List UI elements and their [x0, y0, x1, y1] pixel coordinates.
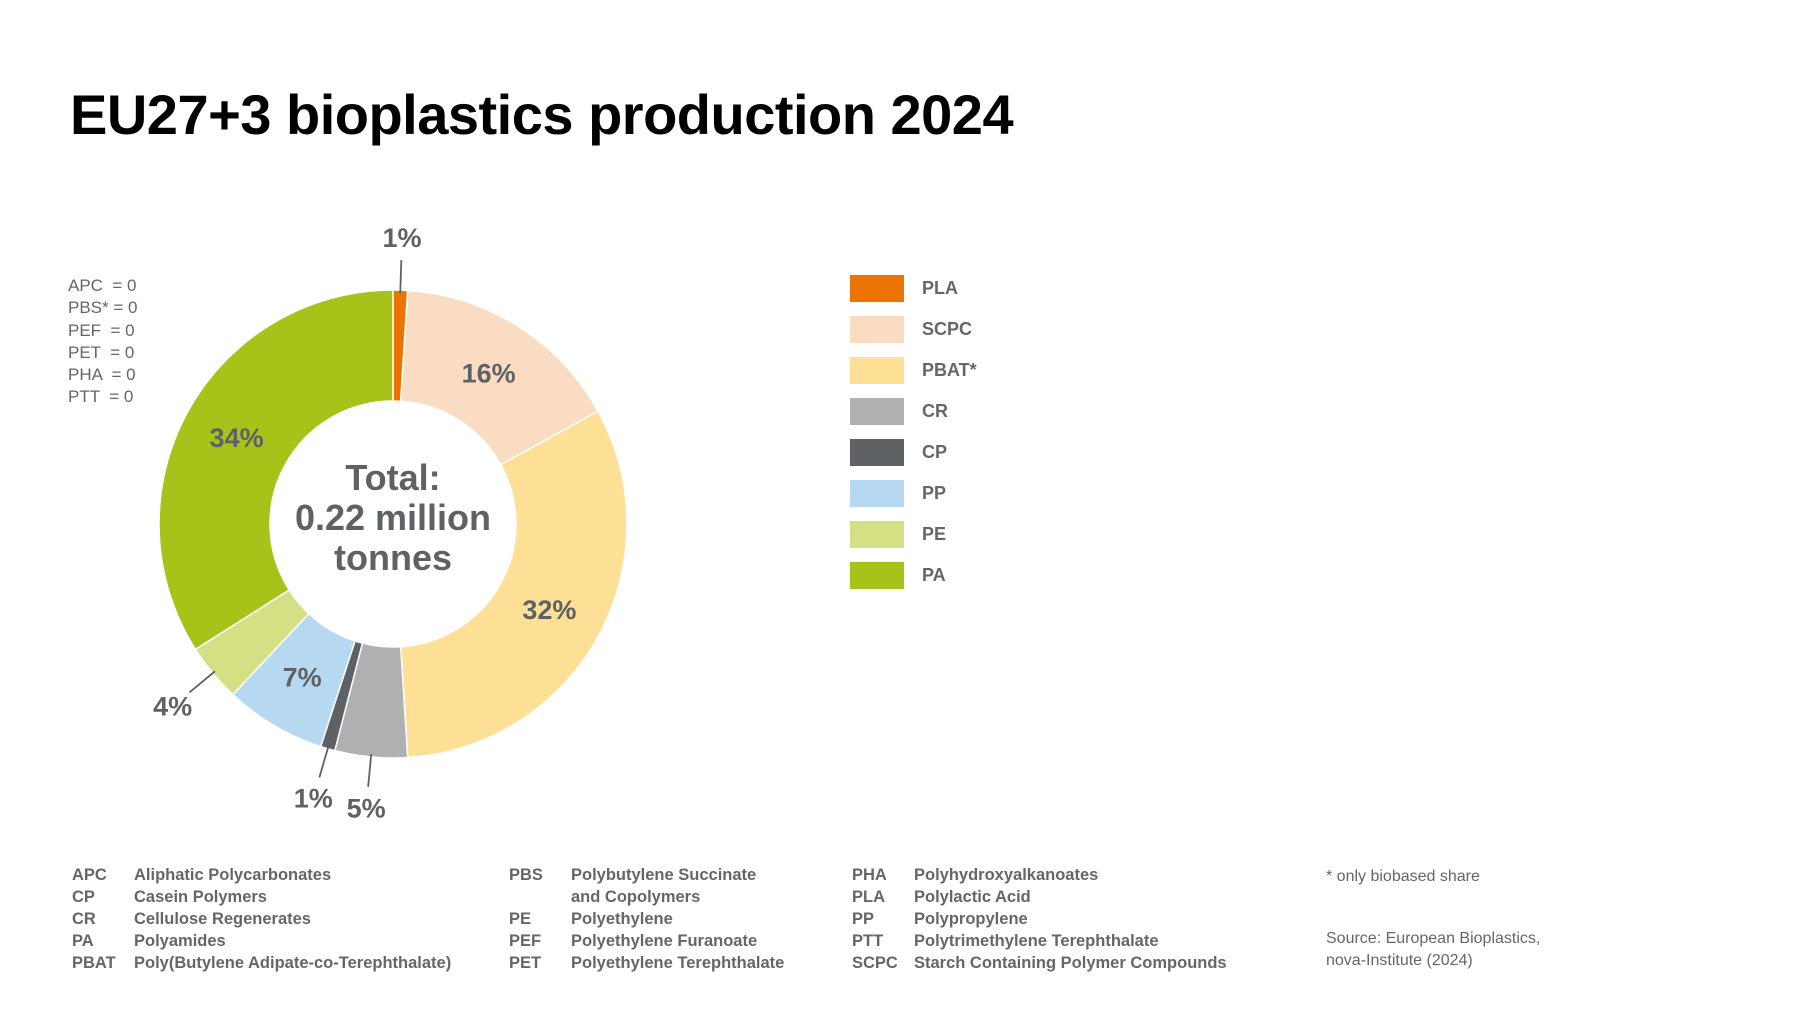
- legend-swatch: [850, 275, 904, 302]
- legend-label: PBAT*: [922, 360, 977, 380]
- slice-pbat: [399, 410, 628, 759]
- abbreviation-name: Polyhydroxyalkanoates: [914, 866, 1099, 884]
- leader-line-pla: [399, 260, 403, 294]
- legend-swatch: [850, 316, 904, 343]
- data-label-pla: 1%: [382, 223, 421, 253]
- chart-title: EU27+3 bioplastics production 2024: [70, 83, 1014, 146]
- data-label-pp: 7%: [283, 663, 322, 693]
- legend-label: SCPC: [922, 319, 973, 339]
- legend-swatch: [850, 357, 904, 384]
- slice-scpc: [399, 289, 600, 466]
- abbreviation-name: Polyethylene Terephthalate: [571, 954, 785, 972]
- legend-swatch: [850, 398, 904, 425]
- slice-pa: [158, 289, 394, 651]
- abbreviation-name: Casein Polymers: [134, 888, 267, 906]
- abbreviation-code: PEF: [509, 932, 542, 950]
- abbreviation-name: Polyethylene: [571, 910, 673, 928]
- data-label-pa: 34%: [210, 423, 264, 453]
- abbreviation-code: CP: [72, 888, 95, 906]
- abbreviation-name: Poly(Butylene Adipate-co-Terephthalate): [134, 954, 452, 972]
- zero-value-item: PEF = 0: [68, 320, 135, 340]
- source-line-1: Source: European Bioplastics,: [1326, 930, 1541, 947]
- abbreviation-name: Polytrimethylene Terephthalate: [914, 932, 1159, 950]
- center-label-line-1: Total:: [345, 457, 440, 498]
- abbreviation-code: CR: [72, 910, 96, 928]
- abbreviation-name: and Copolymers: [571, 888, 701, 906]
- abbreviation-name: Aliphatic Polycarbonates: [134, 866, 332, 884]
- data-label-cr: 5%: [347, 794, 386, 824]
- abbreviation-name: Starch Containing Polymer Compounds: [914, 954, 1227, 972]
- abbreviation-code: SCPC: [852, 954, 898, 972]
- zero-value-item: PET = 0: [68, 342, 135, 362]
- abbreviation-name: Polylactic Acid: [914, 888, 1031, 906]
- abbreviation-name: Polybutylene Succinate: [571, 866, 757, 884]
- leader-line-cr: [367, 753, 373, 787]
- legend-swatch: [850, 521, 904, 548]
- legend-label: PLA: [922, 278, 958, 298]
- center-label-line-2: 0.22 million: [295, 497, 491, 538]
- leader-line-cp: [318, 745, 330, 778]
- notes: * only biobased share Source: European B…: [1326, 866, 1540, 972]
- data-label-pbat: 32%: [522, 595, 576, 625]
- data-label-cp: 1%: [294, 784, 333, 814]
- abbreviation-code: APC: [72, 866, 107, 884]
- abbreviation-name: Polypropylene: [914, 910, 1028, 928]
- legend-label: CP: [922, 442, 948, 462]
- source-line-2: nova-Institute (2024): [1326, 952, 1473, 969]
- abbreviation-code: PET: [509, 954, 542, 972]
- zero-value-item: PHA = 0: [68, 365, 136, 385]
- abbreviation-code: PBAT: [72, 954, 116, 972]
- abbreviation-name: Cellulose Regenerates: [134, 910, 311, 928]
- abbreviation-code: PLA: [852, 888, 885, 906]
- abbreviation-code: PP: [852, 910, 875, 928]
- footnote: * only biobased share: [1326, 868, 1480, 885]
- center-label-line-3: tonnes: [334, 537, 452, 578]
- zero-value-item: APC = 0: [68, 276, 137, 295]
- zero-value-list: APC = 0 PBS* = 0 PEF = 0 PET = 0 PHA = 0 PTT …: [68, 275, 137, 409]
- legend-label: PE: [922, 524, 947, 544]
- abbreviation-code: PA: [72, 932, 94, 950]
- abbreviation-code: PHA: [852, 866, 887, 884]
- zero-value-item: PTT = 0: [68, 387, 134, 407]
- legend-swatch: [850, 562, 904, 589]
- abbreviation-code: PTT: [852, 932, 884, 950]
- abbreviation-name: Polyamides: [134, 932, 226, 950]
- zero-value-item: PBS* = 0: [68, 298, 138, 318]
- leader-line-pe: [189, 670, 216, 693]
- data-label-pe: 4%: [153, 691, 192, 721]
- legend-swatch: [850, 439, 904, 466]
- abbreviation-name: Polyethylene Furanoate: [571, 932, 758, 950]
- data-label-scpc: 16%: [462, 358, 516, 388]
- abbreviation-code: PE: [509, 910, 532, 928]
- abbreviation-code: PBS: [509, 866, 543, 884]
- legend-label: CR: [922, 401, 948, 421]
- legend-swatch: [850, 480, 904, 507]
- legend-label: PP: [922, 483, 947, 503]
- legend-label: PA: [922, 565, 946, 585]
